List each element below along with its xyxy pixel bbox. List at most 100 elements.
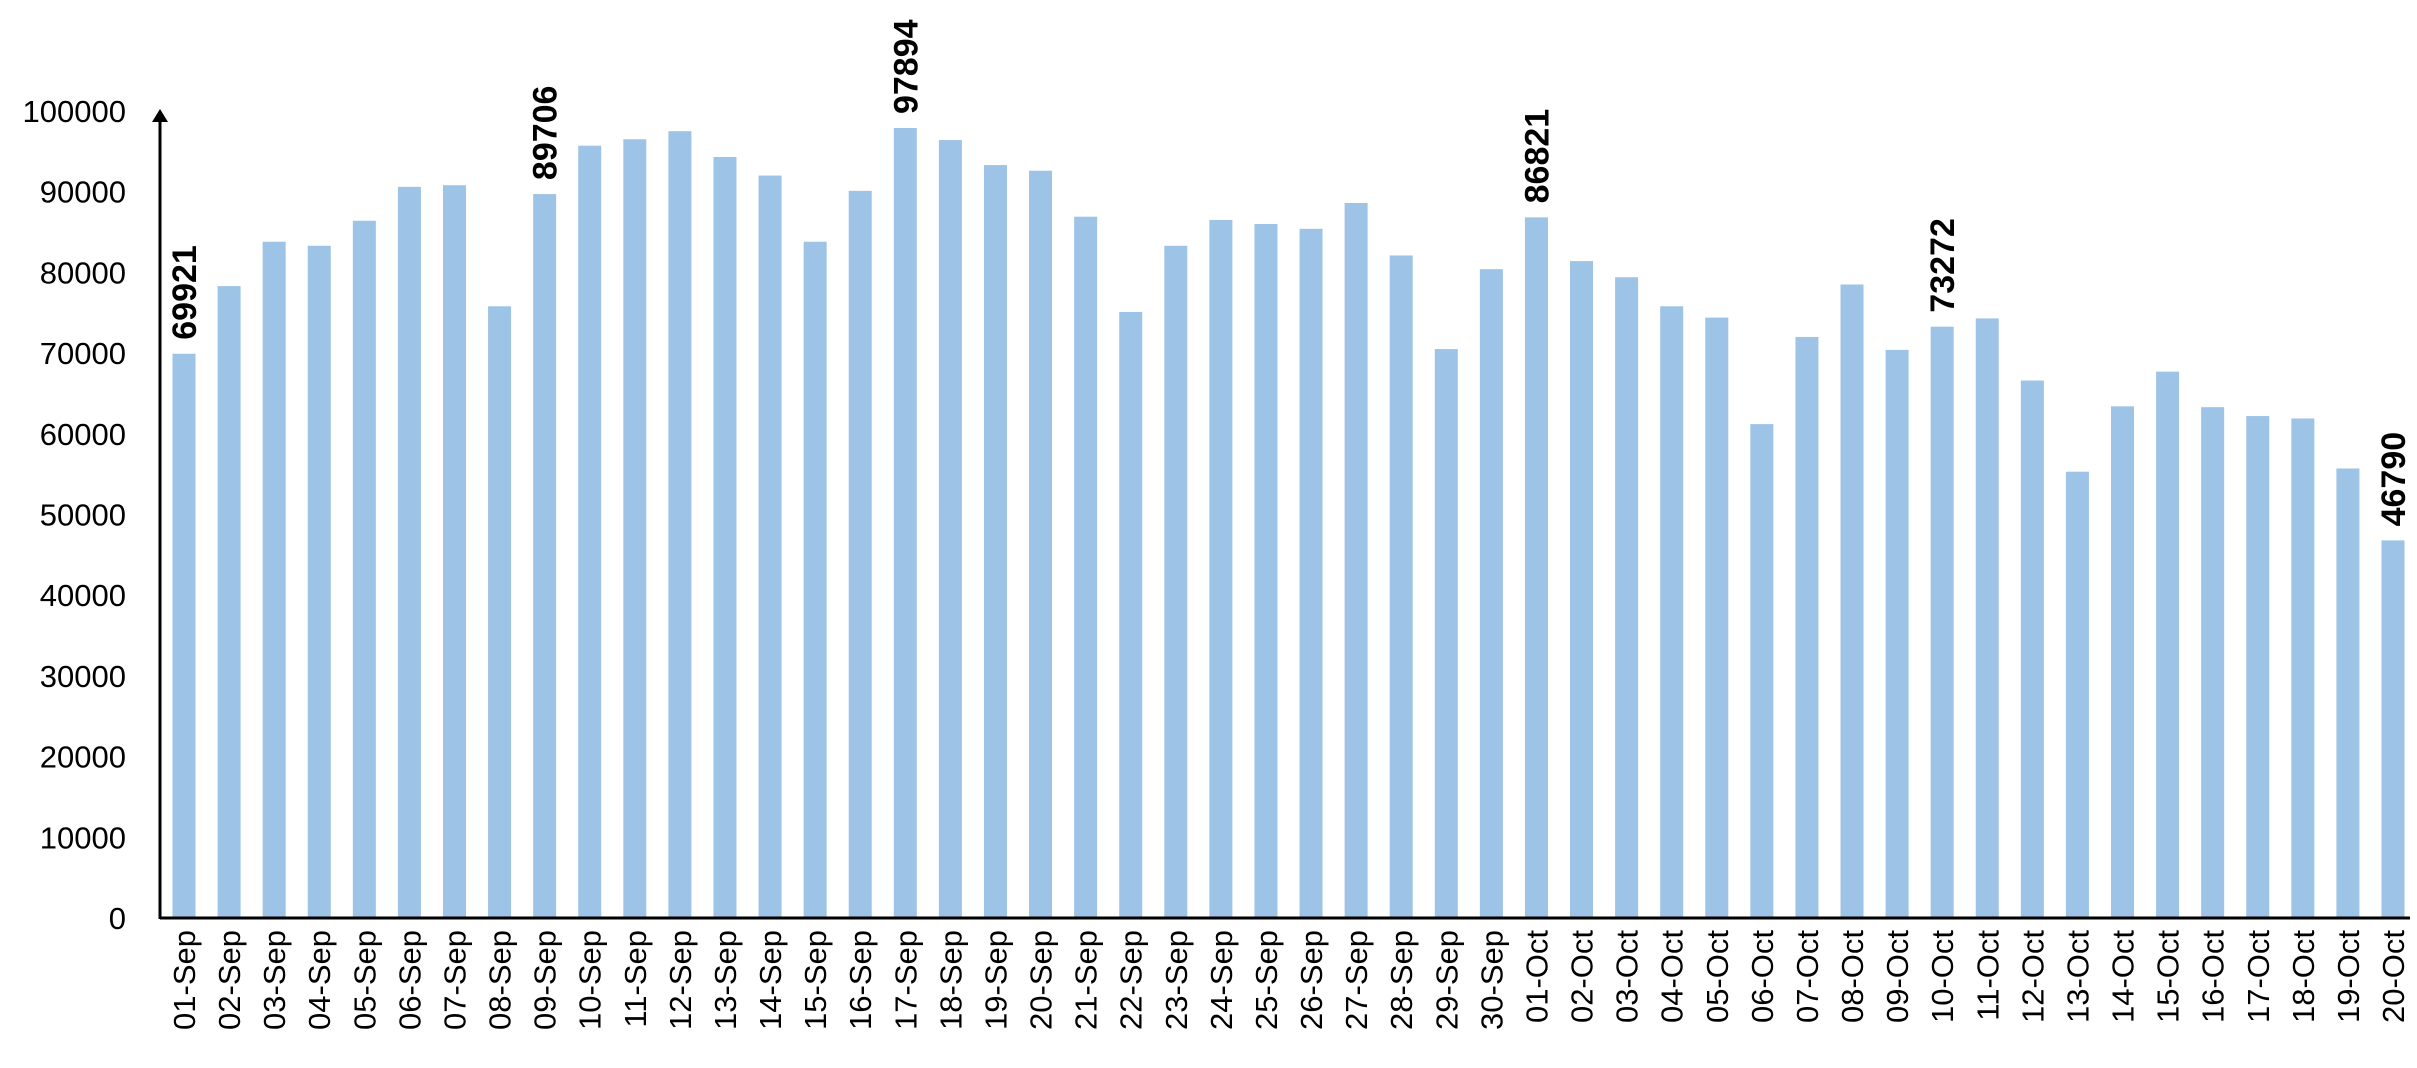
bar-13-Sep [713, 157, 737, 918]
bar-01-Sep [172, 353, 196, 918]
x-tick-label-07-Sep: 07-Sep [437, 930, 472, 1030]
bar-11-Oct [1975, 318, 1999, 918]
x-tick-label-17-Sep: 17-Sep [888, 930, 923, 1030]
bar-21-Sep [1074, 216, 1098, 919]
bar-01-Oct [1524, 217, 1548, 919]
bar-08-Oct [1840, 284, 1864, 918]
x-tick-label-19-Sep: 19-Sep [978, 930, 1013, 1030]
bar-11-Sep [623, 139, 647, 918]
x-tick-label-29-Sep: 29-Sep [1429, 930, 1464, 1030]
bar-15-Sep [803, 241, 827, 919]
x-tick-label-23-Sep: 23-Sep [1159, 930, 1194, 1030]
x-tick-label-20-Oct: 20-Oct [2376, 930, 2411, 1023]
x-tick-label-22-Sep: 22-Sep [1114, 930, 1149, 1030]
data-label-10-Oct: 73272 [1924, 218, 1962, 313]
x-tick-label-10-Sep: 10-Sep [573, 930, 608, 1030]
x-tick-label-16-Oct: 16-Oct [2196, 930, 2231, 1023]
bar-05-Oct [1705, 317, 1729, 919]
y-tick-label: 40000 [40, 578, 126, 613]
y-axis-arrowhead [152, 109, 168, 122]
x-tick-label-03-Sep: 03-Sep [257, 930, 292, 1030]
bar-22-Sep [1119, 311, 1143, 918]
x-tick-label-18-Sep: 18-Sep [933, 930, 968, 1030]
y-tick-label: 50000 [40, 498, 126, 533]
bar-14-Oct [2111, 406, 2135, 918]
x-tick-label-10-Oct: 10-Oct [1925, 930, 1960, 1023]
x-tick-label-20-Sep: 20-Sep [1024, 930, 1059, 1030]
x-tick-label-02-Oct: 02-Oct [1565, 930, 1600, 1023]
x-tick-label-21-Sep: 21-Sep [1069, 930, 1104, 1030]
data-label-01-Oct: 86821 [1518, 109, 1556, 204]
x-tick-label-01-Oct: 01-Oct [1519, 930, 1554, 1023]
bar-09-Sep [533, 194, 557, 918]
x-tick-label-19-Oct: 19-Oct [2331, 930, 2366, 1023]
x-tick-label-03-Oct: 03-Oct [1610, 930, 1645, 1023]
bar-06-Oct [1750, 424, 1774, 918]
x-tick-label-17-Oct: 17-Oct [2241, 930, 2276, 1023]
bar-18-Sep [938, 140, 962, 919]
bar-26-Sep [1299, 228, 1323, 918]
bar-12-Oct [2020, 380, 2044, 918]
x-tick-label-05-Oct: 05-Oct [1700, 930, 1735, 1023]
x-tick-label-05-Sep: 05-Sep [347, 930, 382, 1030]
bar-02-Oct [1570, 261, 1594, 919]
x-tick-labels-group: 01-Sep 02-Sep 03-Sep 04-Sep 05-Sep 06-Sep 07-S… [167, 930, 2411, 1030]
x-tick-label-04-Oct: 04-Oct [1655, 930, 1690, 1023]
axes-group [152, 109, 2410, 920]
data-label-17-Sep: 97894 [887, 19, 925, 114]
bar-05-Sep [352, 220, 376, 918]
bar-23-Sep [1164, 245, 1188, 918]
y-tick-label: 80000 [40, 255, 126, 290]
x-tick-label-26-Sep: 26-Sep [1294, 930, 1329, 1030]
x-tick-label-27-Sep: 27-Sep [1339, 930, 1374, 1030]
x-tick-label-24-Sep: 24-Sep [1204, 930, 1239, 1030]
x-tick-label-25-Sep: 25-Sep [1249, 930, 1284, 1030]
bar-03-Sep [262, 241, 286, 919]
bar-06-Sep [397, 186, 421, 919]
bar-04-Oct [1660, 306, 1684, 918]
bar-20-Oct [2381, 540, 2405, 918]
x-tick-label-11-Oct: 11-Oct [1970, 930, 2005, 1021]
bar-19-Sep [983, 165, 1007, 918]
x-tick-label-06-Sep: 06-Sep [392, 930, 427, 1030]
x-tick-label-28-Sep: 28-Sep [1384, 930, 1419, 1030]
bar-08-Sep [488, 306, 512, 918]
x-tick-label-06-Oct: 06-Oct [1745, 930, 1780, 1023]
bar-16-Oct [2201, 407, 2225, 918]
x-tick-label-30-Sep: 30-Sep [1474, 930, 1509, 1030]
bar-02-Sep [217, 286, 241, 918]
x-tick-label-08-Oct: 08-Oct [1835, 930, 1870, 1023]
bar-03-Oct [1615, 277, 1639, 918]
x-tick-label-15-Oct: 15-Oct [2151, 930, 2186, 1023]
x-tick-label-09-Sep: 09-Sep [528, 930, 563, 1030]
bar-12-Sep [668, 131, 692, 918]
bar-15-Oct [2156, 371, 2180, 918]
x-tick-label-09-Oct: 09-Oct [1880, 930, 1915, 1023]
bar-28-Sep [1389, 255, 1413, 918]
y-tick-label: 60000 [40, 417, 126, 452]
bars-group [172, 128, 2405, 919]
bar-29-Sep [1434, 349, 1458, 918]
data-label-09-Sep: 89706 [527, 86, 565, 181]
x-tick-label-11-Sep: 11-Sep [618, 930, 653, 1028]
bar-09-Oct [1885, 349, 1909, 918]
data-label-01-Sep: 69921 [166, 245, 204, 340]
bar-18-Oct [2291, 418, 2315, 918]
y-tick-label: 100000 [23, 94, 126, 129]
bar-16-Sep [848, 190, 872, 918]
x-tick-label-01-Sep: 01-Sep [167, 930, 202, 1030]
bar-17-Oct [2246, 416, 2270, 918]
bar-30-Sep [1479, 269, 1503, 918]
x-tick-label-13-Sep: 13-Sep [708, 930, 743, 1030]
bar-10-Oct [1930, 326, 1954, 918]
x-tick-label-16-Sep: 16-Sep [843, 930, 878, 1030]
x-tick-label-14-Oct: 14-Oct [2106, 930, 2141, 1023]
bar-17-Sep [893, 128, 917, 918]
y-tick-labels-group: 0 10000 20000 30000 40000 50000 60000 70000 8000… [23, 94, 126, 936]
bar-13-Oct [2065, 471, 2089, 918]
y-tick-label: 70000 [40, 336, 126, 371]
bar-19-Oct [2336, 468, 2360, 918]
bar-07-Sep [442, 185, 466, 919]
